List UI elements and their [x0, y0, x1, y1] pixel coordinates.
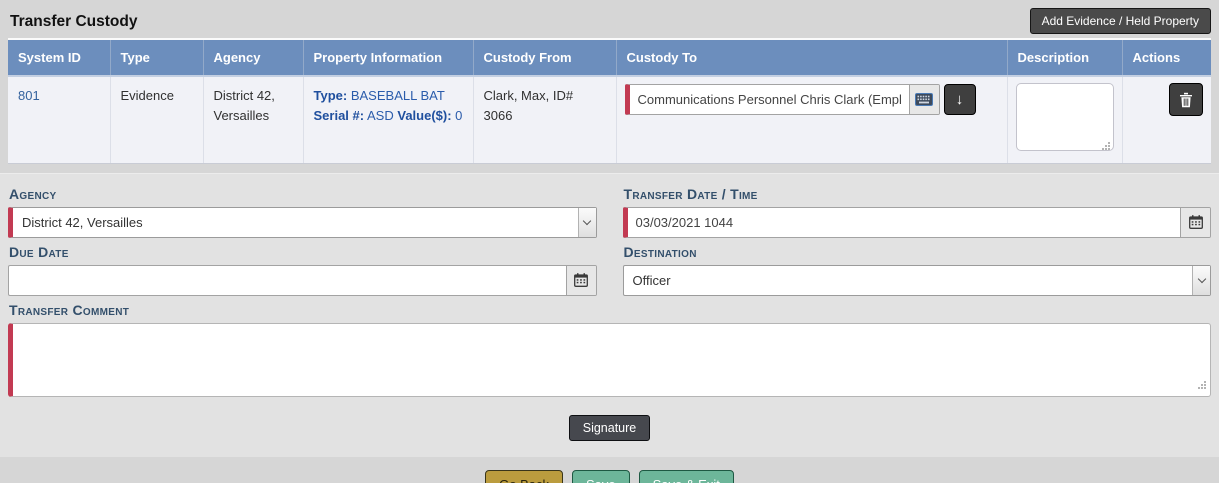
chevron-down-icon [1192, 265, 1210, 295]
cell-system-id: 801 [8, 76, 111, 164]
col-header-actions: Actions [1122, 39, 1211, 77]
due-date-input[interactable] [9, 265, 566, 295]
destination-select[interactable]: Officer [622, 264, 1211, 296]
property-value-value: 0 [455, 107, 463, 123]
col-header-custody-from: Custody From [473, 39, 617, 77]
due-date-calendar-button[interactable] [565, 265, 596, 295]
save-button[interactable]: Save [572, 469, 630, 483]
cell-actions [1122, 76, 1211, 164]
destination-select-value: Officer [632, 272, 671, 288]
bottom-action-bar: Go Back Save Save & Exit [0, 457, 1219, 483]
due-date-label: Due Date [9, 243, 69, 260]
agency-label: Agency [9, 185, 57, 202]
transfer-datetime-calendar-button[interactable] [1180, 207, 1210, 237]
calendar-icon [574, 273, 588, 287]
add-evidence-button[interactable]: Add Evidence / Held Property [1029, 8, 1211, 34]
cell-custody-to: ↓ [616, 76, 1008, 164]
table-row: 801 Evidence District 42, Versailles Typ… [8, 76, 1211, 164]
cell-description [1007, 76, 1123, 164]
page-title: Transfer Custody [10, 13, 138, 30]
col-header-property-information: Property Information [303, 39, 474, 77]
system-id-link[interactable]: 801 [18, 88, 40, 103]
due-date-group [8, 264, 597, 296]
down-arrow-icon: ↓ [955, 91, 964, 108]
cell-agency: District 42, Versailles [203, 76, 304, 164]
property-value-label: Value($): [397, 107, 452, 123]
transfer-comment-label: Transfer Comment [9, 301, 130, 318]
col-header-description: Description [1007, 39, 1123, 77]
transfer-datetime-label: Transfer Date / Time [623, 185, 758, 202]
col-header-type: Type [110, 39, 204, 77]
col-header-custody-to: Custody To [616, 39, 1008, 77]
transfer-form: Agency District 42, Versailles Transfer … [0, 172, 1219, 457]
save-and-exit-button[interactable]: Save & Exit [638, 469, 734, 483]
trash-icon [1180, 92, 1192, 107]
top-bar: Transfer Custody Add Evidence / Held Pro… [0, 0, 1219, 38]
property-serial-value: ASD [367, 107, 394, 123]
calendar-icon [1188, 215, 1203, 229]
custody-to-input-group [624, 84, 940, 115]
signature-button[interactable]: Signature [568, 414, 651, 441]
go-back-button[interactable]: Go Back [485, 469, 563, 483]
evidence-table: System ID Type Agency Property Informati… [8, 38, 1211, 164]
transfer-datetime-group [622, 206, 1211, 238]
agency-select[interactable]: District 42, Versailles [8, 206, 597, 238]
description-textarea[interactable] [1015, 83, 1114, 151]
cell-property-information: Type: BASEBALL BAT Serial #: ASD Value($… [303, 76, 474, 164]
custody-to-input[interactable] [629, 85, 909, 114]
cell-custody-from: Clark, Max, ID# 3066 [473, 76, 617, 164]
chevron-down-icon [577, 207, 596, 237]
destination-label: Destination [623, 243, 697, 260]
keyboard-icon [915, 93, 933, 106]
table-header-row: System ID Type Agency Property Informati… [8, 39, 1211, 77]
property-type-value: BASEBALL BAT [350, 88, 445, 103]
col-header-system-id: System ID [8, 39, 111, 77]
property-serial-label: Serial #: [313, 107, 365, 123]
delete-row-button[interactable] [1169, 83, 1203, 116]
transfer-comment-textarea[interactable] [13, 323, 1210, 396]
property-type-label: Type: [313, 88, 348, 103]
transfer-datetime-input[interactable] [627, 207, 1180, 237]
keyboard-lookup-button[interactable] [908, 85, 939, 114]
cell-type: Evidence [110, 76, 204, 164]
agency-select-value: District 42, Versailles [22, 214, 143, 230]
transfer-down-button[interactable]: ↓ [943, 84, 976, 115]
col-header-agency: Agency [203, 39, 304, 77]
transfer-comment-wrap [8, 322, 1211, 397]
